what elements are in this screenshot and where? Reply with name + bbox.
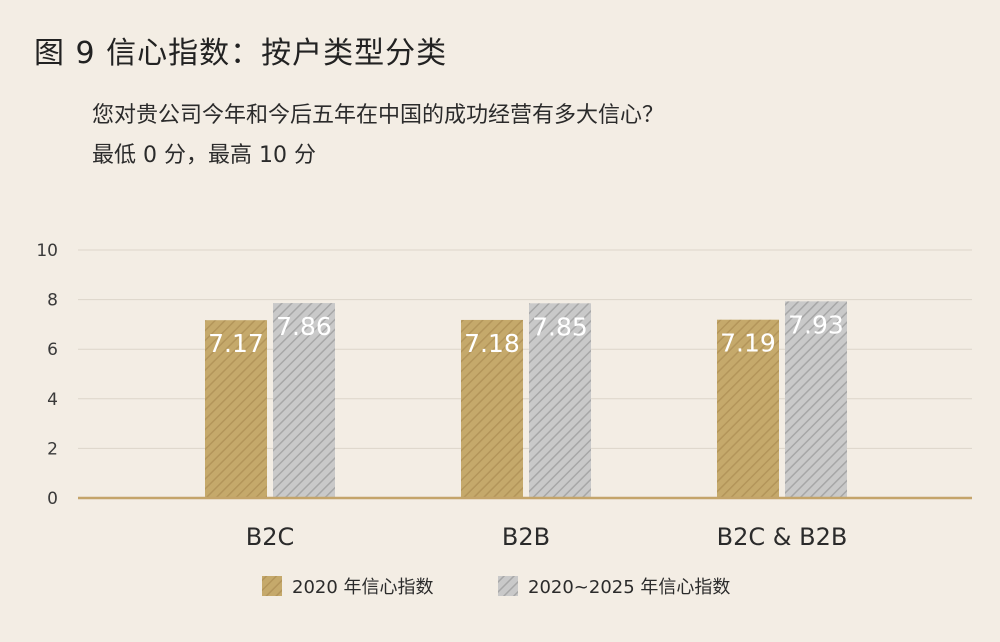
legend-swatch-2020-2025 <box>498 576 518 596</box>
legend-swatch-2020 <box>262 576 282 596</box>
bar-value-label: 7.17 <box>208 329 264 358</box>
y-tick-label: 4 <box>47 390 58 410</box>
bar-2020-2025 <box>273 303 335 498</box>
x-category-label: B2C <box>246 523 295 551</box>
chart-subtitle: 您对贵公司今年和今后五年在中国的成功经营有多大信心？ 最低 0 分，最高 10 … <box>92 96 664 176</box>
subtitle-line-scale: 最低 0 分，最高 10 分 <box>92 143 316 168</box>
bar-2020 <box>461 319 523 498</box>
y-tick-label: 6 <box>47 340 58 360</box>
legend-label-2020: 2020 年信心指数 <box>292 577 434 598</box>
bar-value-label: 7.93 <box>788 310 844 339</box>
bar-value-label: 7.18 <box>464 329 520 358</box>
y-axis: 0 2 4 6 8 10 <box>36 241 58 509</box>
legend-label-2020-2025: 2020~2025 年信心指数 <box>528 577 730 598</box>
y-tick-label: 2 <box>47 439 58 459</box>
data-labels: 7.17 7.86 7.18 7.85 7.19 7.93 <box>208 310 844 358</box>
legend: 2020 年信心指数 2020~2025 年信心指数 <box>262 576 730 598</box>
chart-title: 图 9 信心指数：按户类型分类 <box>34 36 448 71</box>
y-tick-label: 10 <box>36 241 58 261</box>
bars <box>205 301 847 498</box>
x-axis: B2C B2B B2C & B2B <box>78 496 972 551</box>
y-tick-label: 8 <box>47 291 58 311</box>
bar-2020-2025 <box>785 301 847 498</box>
bar-2020 <box>717 319 779 498</box>
x-category-label: B2C & B2B <box>717 523 848 551</box>
bar-2020 <box>205 320 267 498</box>
bar-value-label: 7.19 <box>720 329 776 358</box>
y-tick-label: 0 <box>47 489 58 509</box>
bar-value-label: 7.86 <box>276 312 332 341</box>
bar-2020-2025 <box>529 303 591 498</box>
x-category-label: B2B <box>502 523 550 551</box>
bar-value-label: 7.85 <box>532 312 588 341</box>
subtitle-line-question: 您对贵公司今年和今后五年在中国的成功经营有多大信心？ <box>92 103 665 128</box>
